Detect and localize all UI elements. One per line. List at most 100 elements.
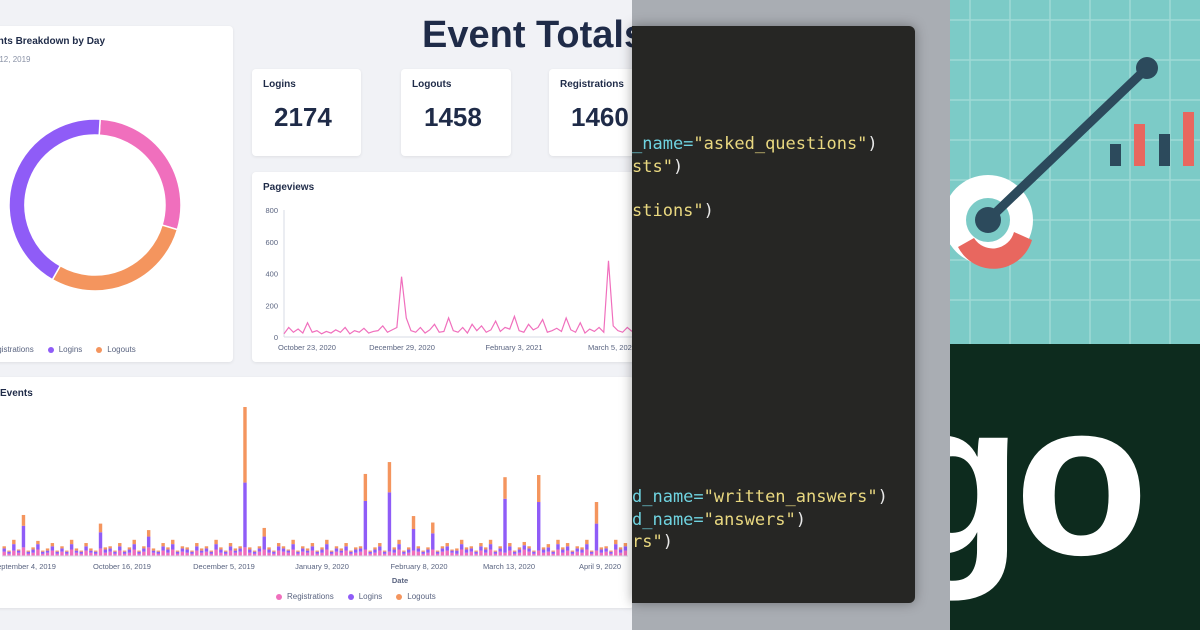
bar-segment-registrations[interactable] xyxy=(445,550,449,556)
bar-segment-logouts[interactable] xyxy=(257,546,262,549)
bar-segment-logins[interactable] xyxy=(320,549,324,553)
bar-segment-logouts[interactable] xyxy=(445,543,449,547)
bar-segment-registrations[interactable] xyxy=(108,551,112,556)
bar-segment-registrations[interactable] xyxy=(195,550,199,556)
bar-segment-logouts[interactable] xyxy=(455,548,459,551)
bar-segment-logouts[interactable] xyxy=(339,548,343,551)
bar-segment-registrations[interactable] xyxy=(378,550,382,556)
bar-segment-logins[interactable] xyxy=(98,532,103,549)
bar-segment-logins[interactable] xyxy=(479,546,483,551)
bar-segment-logins[interactable] xyxy=(190,551,194,554)
bar-segment-registrations[interactable] xyxy=(522,549,526,556)
bar-segment-logouts[interactable] xyxy=(60,546,64,549)
bar-segment-registrations[interactable] xyxy=(488,549,493,556)
bar-segment-registrations[interactable] xyxy=(537,550,541,556)
bar-segment-logouts[interactable] xyxy=(7,550,11,552)
bar-segment-logins[interactable] xyxy=(310,546,315,551)
bar-segment-logouts[interactable] xyxy=(402,550,406,552)
bar-segment-logouts[interactable] xyxy=(599,547,604,550)
bar-segment-logouts[interactable] xyxy=(233,548,238,551)
bar-segment-logins[interactable] xyxy=(305,550,310,553)
bar-segment-registrations[interactable] xyxy=(272,553,276,556)
bar-segment-logouts[interactable] xyxy=(310,543,315,547)
bar-segment-registrations[interactable] xyxy=(464,552,469,556)
bar-segment-registrations[interactable] xyxy=(79,553,83,556)
bar-segment-logins[interactable] xyxy=(459,544,464,550)
bar-segment-logouts[interactable] xyxy=(440,546,445,549)
bar-segment-registrations[interactable] xyxy=(363,549,368,556)
bar-segment-logouts[interactable] xyxy=(397,539,401,545)
bar-segment-logins[interactable] xyxy=(233,550,238,553)
bar-segment-logouts[interactable] xyxy=(252,550,257,552)
bar-segment-registrations[interactable] xyxy=(2,551,6,556)
bar-segment-logouts[interactable] xyxy=(406,547,411,550)
bar-segment-logouts[interactable] xyxy=(296,550,300,552)
bar-segment-registrations[interactable] xyxy=(570,553,575,556)
bar-segment-registrations[interactable] xyxy=(146,547,151,556)
bar-segment-registrations[interactable] xyxy=(329,553,334,556)
bar-segment-registrations[interactable] xyxy=(69,549,74,556)
bar-segment-logins[interactable] xyxy=(74,550,79,553)
bar-segment-registrations[interactable] xyxy=(623,550,628,556)
bar-segment-logouts[interactable] xyxy=(175,550,180,552)
bar-segment-registrations[interactable] xyxy=(16,552,21,556)
bar-segment-registrations[interactable] xyxy=(344,550,348,556)
bar-segment-logins[interactable] xyxy=(585,544,589,550)
bar-segment-logouts[interactable] xyxy=(541,547,546,550)
bar-segment-logouts[interactable] xyxy=(305,548,310,551)
bar-segment-logouts[interactable] xyxy=(69,539,74,545)
legend-item-logouts[interactable]: Logouts xyxy=(396,592,436,601)
bar-segment-logouts[interactable] xyxy=(387,462,392,493)
bar-segment-logouts[interactable] xyxy=(132,539,136,545)
bar-segment-logins[interactable] xyxy=(7,551,11,554)
bar-segment-logouts[interactable] xyxy=(537,475,541,503)
bar-segment-logins[interactable] xyxy=(435,551,440,554)
bar-segment-registrations[interactable] xyxy=(21,547,26,556)
bar-segment-registrations[interactable] xyxy=(103,552,108,556)
bar-segment-logouts[interactable] xyxy=(267,547,271,550)
bar-segment-logouts[interactable] xyxy=(79,550,83,552)
bar-segment-logins[interactable] xyxy=(161,546,165,551)
bar-segment-registrations[interactable] xyxy=(604,551,608,556)
bar-segment-logouts[interactable] xyxy=(113,550,117,552)
bar-segment-registrations[interactable] xyxy=(50,550,55,556)
bar-segment-registrations[interactable] xyxy=(450,552,454,556)
bar-segment-logins[interactable] xyxy=(137,551,141,554)
bar-segment-logouts[interactable] xyxy=(272,550,276,552)
bar-segment-registrations[interactable] xyxy=(98,548,103,556)
bar-segment-logouts[interactable] xyxy=(604,546,608,549)
bar-segment-logouts[interactable] xyxy=(517,547,522,550)
bar-segment-registrations[interactable] xyxy=(474,553,478,556)
bar-segment-registrations[interactable] xyxy=(397,549,401,556)
bar-segment-logouts[interactable] xyxy=(286,549,291,551)
bar-segment-logouts[interactable] xyxy=(556,539,560,545)
bar-segment-registrations[interactable] xyxy=(7,553,11,556)
bar-segment-registrations[interactable] xyxy=(132,549,136,556)
bar-segment-registrations[interactable] xyxy=(556,549,560,556)
bar-segment-logins[interactable] xyxy=(440,548,445,552)
bar-segment-logins[interactable] xyxy=(281,548,286,552)
bar-segment-logins[interactable] xyxy=(199,550,204,553)
bar-segment-logins[interactable] xyxy=(89,550,93,553)
bar-segment-logins[interactable] xyxy=(464,549,469,553)
bar-segment-logins[interactable] xyxy=(445,546,449,551)
bar-segment-registrations[interactable] xyxy=(310,550,315,556)
bar-segment-logins[interactable] xyxy=(411,529,416,551)
bar-segment-registrations[interactable] xyxy=(267,552,271,556)
bar-segment-logouts[interactable] xyxy=(508,543,512,547)
bar-segment-logins[interactable] xyxy=(175,551,180,554)
bar-segment-logins[interactable] xyxy=(127,549,132,553)
bar-segment-logouts[interactable] xyxy=(484,547,488,550)
bar-segment-registrations[interactable] xyxy=(166,552,170,556)
bar-segment-logouts[interactable] xyxy=(243,407,247,483)
bar-segment-logins[interactable] xyxy=(406,549,411,553)
bar-segment-logins[interactable] xyxy=(387,492,392,552)
bar-segment-logins[interactable] xyxy=(397,544,401,550)
bar-segment-registrations[interactable] xyxy=(122,553,127,556)
bar-segment-registrations[interactable] xyxy=(36,549,40,556)
bar-segment-logins[interactable] xyxy=(50,546,55,551)
bar-segment-registrations[interactable] xyxy=(551,553,555,556)
bar-segment-logins[interactable] xyxy=(349,551,353,554)
bar-segment-registrations[interactable] xyxy=(31,552,35,556)
bar-segment-logins[interactable] xyxy=(339,550,343,553)
